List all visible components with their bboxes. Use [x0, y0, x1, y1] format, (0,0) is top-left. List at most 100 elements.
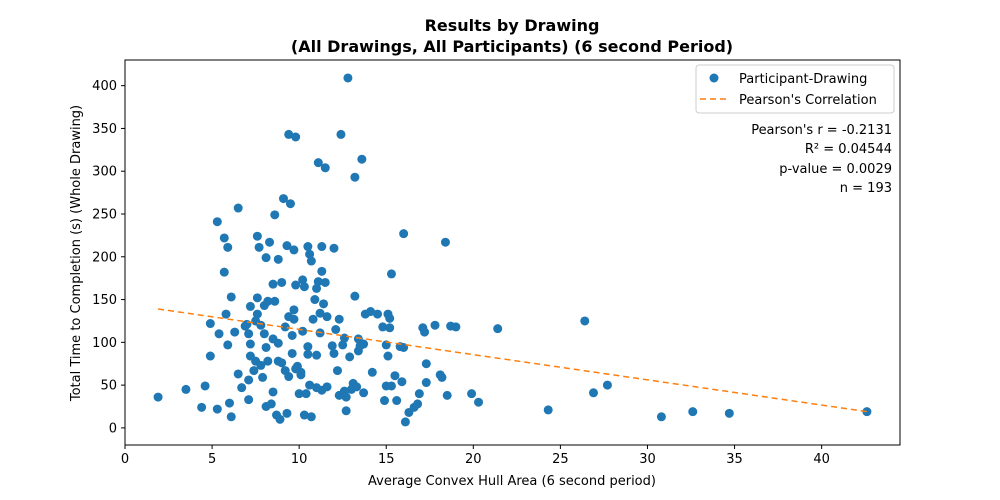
data-point: [385, 323, 395, 333]
data-point: [278, 194, 288, 204]
data-point: [252, 231, 262, 241]
data-point: [256, 360, 266, 370]
data-point: [226, 292, 236, 302]
data-point: [467, 389, 477, 399]
data-point: [312, 283, 322, 293]
data-point: [303, 349, 313, 359]
data-point: [350, 172, 360, 182]
data-point: [223, 340, 233, 350]
data-point: [219, 267, 229, 277]
chart-subtitle: (All Drawings, All Participants) (6 seco…: [291, 37, 733, 56]
data-point: [287, 348, 297, 358]
data-point: [378, 322, 388, 332]
data-point: [322, 382, 332, 392]
data-point: [296, 370, 306, 380]
x-tick-label: 20: [465, 452, 482, 467]
data-point: [386, 269, 396, 279]
x-tick-label: 15: [378, 452, 395, 467]
data-point: [298, 326, 308, 336]
data-point: [313, 277, 323, 287]
data-point: [329, 348, 339, 358]
data-point: [291, 132, 301, 142]
data-point: [299, 282, 309, 292]
data-point: [268, 387, 278, 397]
data-point: [268, 279, 278, 289]
data-point: [331, 325, 341, 334]
data-point: [359, 388, 369, 398]
y-tick-label: 50: [100, 379, 117, 394]
data-point: [420, 327, 430, 337]
data-point: [259, 329, 269, 339]
data-point: [254, 242, 264, 252]
annotation-n: n = 193: [840, 181, 892, 196]
data-point: [656, 412, 666, 422]
legend-scatter-marker: [709, 73, 719, 83]
data-point: [212, 217, 222, 227]
x-axis-ticks: 0 5 10 15 20 25 30 35 40: [121, 445, 830, 467]
data-point: [320, 163, 330, 173]
data-point: [244, 329, 254, 339]
data-point: [373, 309, 383, 319]
data-point: [256, 320, 266, 330]
data-point: [153, 392, 163, 402]
data-point: [214, 329, 224, 339]
data-point: [291, 280, 301, 290]
data-point: [350, 291, 360, 301]
data-point: [322, 312, 332, 322]
data-point: [285, 199, 295, 209]
x-tick-label: 35: [726, 452, 743, 467]
y-axis-ticks: 0 50 100 150 200 250 300 350 400: [92, 79, 125, 436]
data-point: [352, 382, 362, 392]
data-point: [341, 392, 351, 402]
y-tick-label: 0: [109, 421, 117, 436]
data-point: [366, 307, 376, 317]
data-point: [319, 299, 329, 309]
data-point: [306, 256, 316, 266]
data-point: [440, 237, 450, 247]
data-point: [474, 397, 484, 407]
data-point: [277, 358, 287, 368]
data-point: [329, 243, 339, 253]
chart-title: Results by Drawing: [425, 16, 600, 35]
data-point: [303, 242, 313, 252]
data-point: [282, 408, 292, 418]
data-point: [343, 73, 353, 83]
data-point: [336, 129, 346, 139]
data-point: [392, 396, 402, 406]
data-point: [289, 314, 299, 324]
data-point: [181, 384, 191, 394]
data-point: [244, 375, 254, 385]
data-point: [287, 330, 297, 340]
data-point: [421, 359, 431, 369]
data-point: [357, 154, 367, 164]
legend-entry-correlation: Pearson's Correlation: [739, 93, 877, 108]
data-point: [277, 277, 287, 287]
data-point: [294, 389, 304, 399]
data-point: [400, 417, 410, 427]
data-point: [367, 367, 377, 377]
data-point: [385, 313, 395, 323]
x-tick-label: 10: [291, 452, 308, 467]
data-point: [299, 410, 309, 420]
legend: Participant-Drawing Pearson's Correlatio…: [695, 64, 895, 114]
data-point: [273, 254, 283, 264]
legend-box: [695, 64, 895, 114]
x-tick-label: 25: [552, 452, 569, 467]
data-point: [493, 324, 503, 334]
data-point: [442, 390, 452, 400]
data-point: [421, 378, 431, 388]
data-point: [270, 210, 280, 220]
data-point: [303, 342, 313, 352]
data-point: [862, 407, 872, 417]
data-point: [212, 404, 222, 414]
annotation-pearson-r: Pearson's r = -0.2131: [751, 123, 892, 138]
data-point: [327, 341, 337, 351]
data-point: [345, 352, 355, 362]
y-axis-label: Total Time to Completion (s) (Whole Draw…: [69, 105, 84, 402]
data-point: [197, 402, 207, 412]
data-point: [413, 399, 423, 409]
data-point: [338, 340, 348, 350]
data-point: [688, 407, 698, 417]
data-point: [580, 316, 590, 326]
